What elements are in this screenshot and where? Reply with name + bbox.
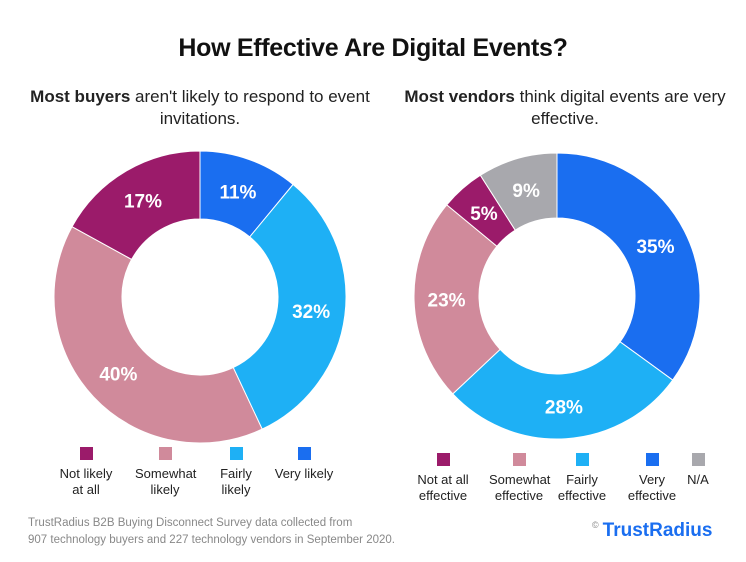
legend-label: Somewhat likely [135, 466, 197, 497]
legend-label: Very effective [627, 472, 677, 503]
legend-label: Not at all effective [417, 472, 469, 503]
legend-swatch [436, 453, 450, 466]
legend-label: Fairly effective [557, 472, 607, 503]
data-label: 23% [428, 290, 466, 311]
slice-very-effective [556, 152, 701, 381]
subtitle-rest: think digital events are very effective. [514, 87, 726, 128]
legend-item: Very likely [264, 447, 344, 482]
legend-swatch [645, 453, 659, 466]
legend-label: Somewhat effective [489, 472, 551, 503]
data-label: 5% [470, 204, 498, 225]
legend-item: Fairly effective [542, 453, 622, 504]
data-label: 40% [99, 365, 137, 386]
legend-swatch [229, 447, 243, 460]
legend-label: Very likely [274, 466, 334, 481]
legend-label: N/A [687, 472, 709, 487]
data-label: 32% [292, 302, 330, 323]
data-label: 9% [512, 181, 540, 202]
legend-item: N/A [658, 453, 738, 488]
legend-item: Somewhat likely [125, 447, 205, 498]
copyright: © [592, 520, 599, 530]
legend-swatch [79, 447, 93, 460]
legend-swatch [512, 453, 526, 466]
data-label: 28% [545, 397, 583, 418]
subtitle-bold: Most vendors [404, 87, 515, 106]
data-label: 17% [124, 192, 162, 213]
footnote-line1: TrustRadius B2B Buying Disconnect Survey… [28, 517, 353, 529]
legend-swatch [297, 447, 311, 460]
legend-item: Not likely at all [46, 447, 126, 498]
legend-swatch [691, 453, 705, 466]
legend-label: Fairly likely [220, 466, 252, 497]
slice-fairly-effective [452, 341, 674, 440]
legend-swatch [575, 453, 589, 466]
slice-somewhat-likely [53, 225, 263, 444]
footnote-line2: 907 technology buyers and 227 technology… [28, 534, 395, 546]
footnote: TrustRadius B2B Buying Disconnect Survey… [28, 515, 395, 549]
slice-somewhat-effective [413, 204, 501, 395]
slice-n-a [479, 152, 558, 231]
subtitle-bold: Most buyers [30, 87, 131, 106]
legend-label: Not likely at all [59, 466, 113, 497]
legend-swatch [158, 447, 172, 460]
vendors-subtitle: Most vendors think digital events are ve… [395, 86, 735, 130]
subtitle-rest: aren't likely to respond to event invita… [130, 87, 370, 128]
chart-title: How Effective Are Digital Events? [178, 34, 568, 62]
legend-item: Somewhat effective [479, 453, 559, 504]
slice-fairly-likely [232, 183, 347, 430]
data-label: 35% [636, 237, 674, 258]
data-label: 11% [219, 183, 256, 204]
logo-text: TrustRadius [602, 520, 713, 541]
legend-item: Not at all effective [403, 453, 483, 504]
buyers-subtitle: Most buyers aren't likely to respond to … [30, 86, 370, 130]
trustradius-logo: © TrustRadius [592, 520, 712, 542]
slice-not-likely-at-all [71, 150, 201, 261]
legend-item: Very effective [612, 453, 692, 504]
legend-item: Fairly likely [196, 447, 276, 498]
